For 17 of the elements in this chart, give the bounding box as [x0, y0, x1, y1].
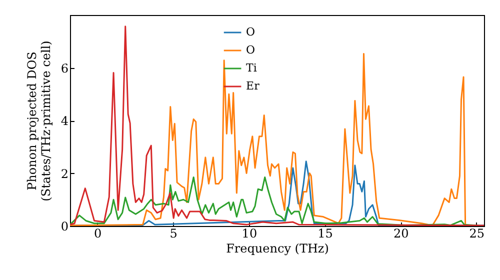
y-tick-label: 2	[60, 166, 68, 181]
legend-label: O	[246, 26, 256, 38]
legend-label: Er	[246, 80, 260, 92]
x-axis-title: Frequency (THz)	[226, 242, 329, 256]
legend-label: O	[246, 44, 256, 56]
x-tick-label: 0	[94, 226, 102, 240]
y-axis-title: Phonon projected DOS (States/THz·primitive cell)	[24, 40, 53, 202]
x-tick-label: 25	[469, 226, 485, 240]
x-tick-label: 5	[170, 226, 178, 240]
legend-label: Ti	[246, 62, 258, 74]
line-series	[70, 53, 466, 226]
y-tick-label: 6	[60, 61, 68, 76]
line-series	[70, 26, 484, 226]
y-tick-label: 4	[60, 114, 69, 128]
x-tick-label: 15	[318, 226, 333, 240]
x-tick-label: 20	[393, 226, 409, 240]
x-tick-label: 10	[242, 226, 258, 240]
